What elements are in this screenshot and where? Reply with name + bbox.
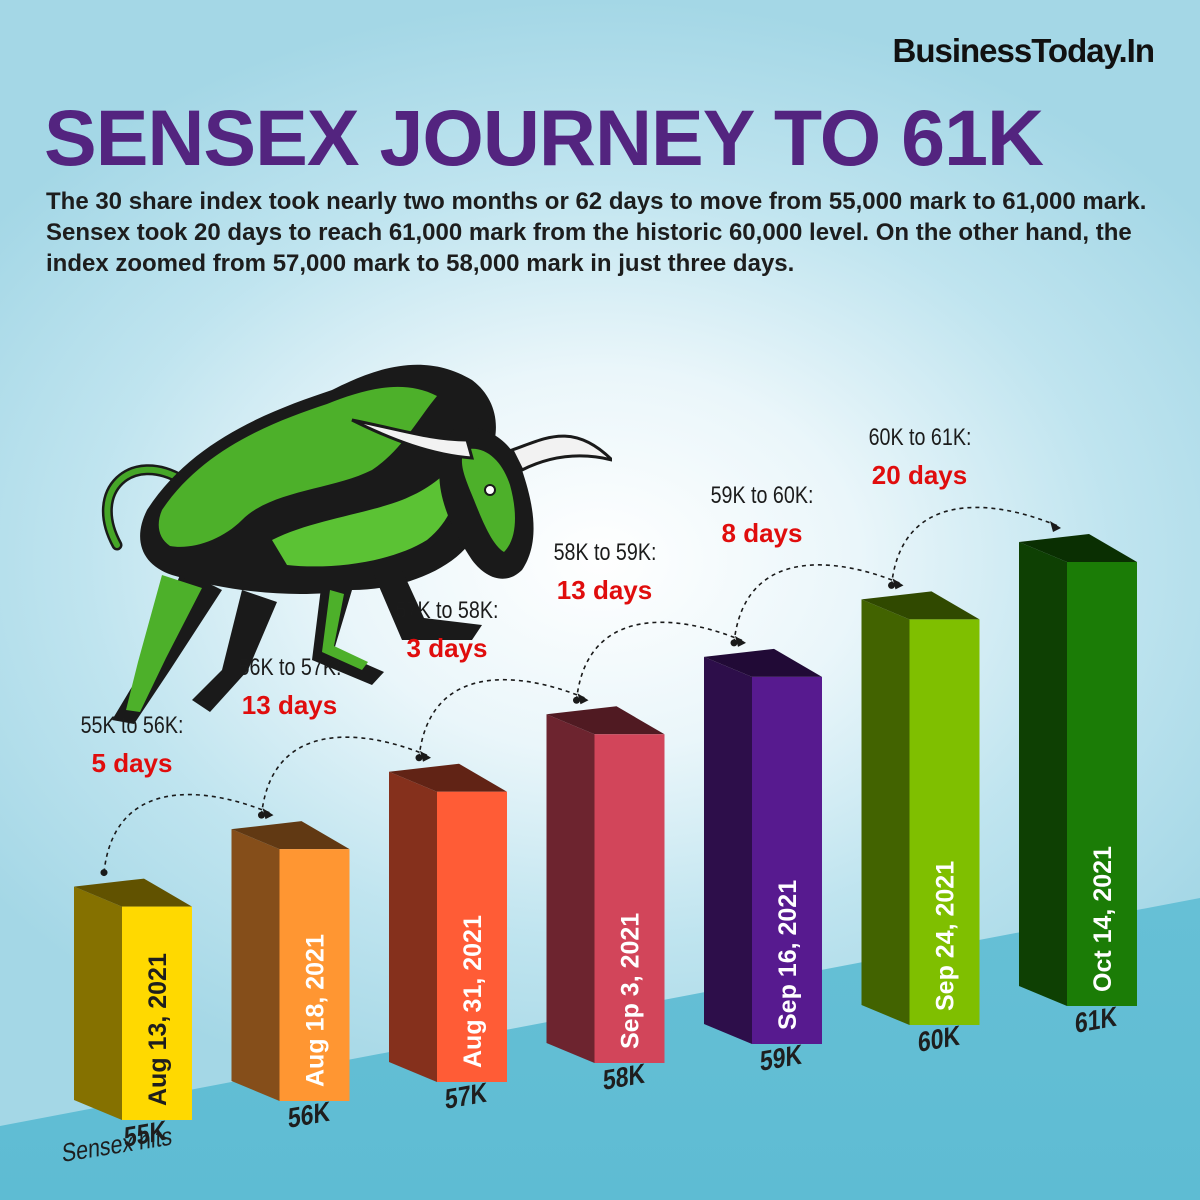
- stage-label: 58K to 59K: 13 days: [505, 539, 705, 606]
- stage-range: 59K to 60K:: [710, 481, 814, 509]
- bar-side-2: [389, 771, 437, 1082]
- bar-top-1: [231, 821, 350, 850]
- bar-front-0: [122, 906, 192, 1120]
- stage-label: 59K to 60K: 8 days: [662, 482, 862, 549]
- arc-arrowhead: [892, 578, 904, 590]
- arc-dot: [415, 754, 423, 762]
- stage-days: 5 days: [91, 747, 173, 778]
- stage-arc: [260, 736, 429, 816]
- stage-days: 13 days: [556, 575, 653, 606]
- stage-days: 3 days: [406, 632, 488, 663]
- stage-days: 20 days: [871, 460, 968, 491]
- stage-label: 56K to 57K: 13 days: [190, 654, 390, 721]
- bull-eye: [484, 484, 496, 496]
- stage-days: 8 days: [721, 517, 803, 548]
- bar-date-label: Aug 31, 2021: [459, 915, 487, 1068]
- arc-dot: [888, 581, 895, 589]
- stage-label: 57K to 58K: 3 days: [347, 597, 547, 664]
- arc-arrowhead: [262, 808, 274, 820]
- bar-top-5: [861, 591, 980, 620]
- stage-range: 60K to 61K:: [868, 424, 971, 452]
- bar-date-label: Aug 18, 2021: [302, 934, 330, 1087]
- arc-dot: [730, 639, 738, 647]
- bar-side-4: [704, 656, 752, 1044]
- bull-illustration: [101, 364, 612, 724]
- bull-front-leg: [372, 570, 482, 640]
- arc-dot: [258, 811, 265, 819]
- stage-range: 56K to 57K:: [238, 654, 341, 682]
- bar-date-label: Sep 3, 2021: [617, 913, 645, 1049]
- stage-arc: [733, 564, 901, 643]
- bar-side-1: [231, 829, 280, 1101]
- stage-range: 58K to 59K:: [553, 539, 656, 567]
- stage-arc: [890, 506, 1059, 586]
- bar-front-4: [752, 676, 822, 1044]
- bar-side-3: [546, 714, 595, 1063]
- bar-date-label: Aug 13, 2021: [144, 953, 172, 1106]
- bull-horn: [351, 418, 475, 460]
- bar-side-0: [74, 886, 122, 1120]
- bar-side-6: [1019, 542, 1067, 1006]
- arc-arrowhead: [420, 750, 431, 762]
- bar-date-label: Sep 24, 2021: [932, 861, 960, 1011]
- bar-front-5: [909, 619, 980, 1025]
- bar-front-1: [279, 849, 350, 1101]
- brand-logo: BusinessToday.In: [892, 32, 1155, 69]
- stage-label: 55K to 56K: 5 days: [32, 712, 232, 779]
- bar-front-2: [437, 791, 507, 1082]
- arc-arrowhead: [735, 635, 746, 647]
- bar-front-6: [1067, 562, 1137, 1006]
- arc-dot: [100, 869, 108, 877]
- bar-date-label: Sep 16, 2021: [774, 880, 802, 1030]
- stage-label: 60K to 61K: 20 days: [820, 424, 1020, 491]
- stage-range: 57K to 58K:: [395, 596, 499, 624]
- bar-top-2: [389, 763, 507, 792]
- stage-arc: [418, 679, 586, 758]
- page-title: SENSEX JOURNEY TO 61K: [44, 93, 1044, 182]
- intro-paragraph: The 30 share index took nearly two month…: [46, 188, 1147, 277]
- stage-range: 55K to 56K:: [80, 711, 184, 739]
- arc-arrowhead: [1050, 521, 1061, 532]
- arc-arrowhead: [577, 693, 589, 705]
- bar-front-3: [594, 734, 665, 1063]
- bar-top-0: [74, 878, 192, 907]
- bar-top-3: [546, 706, 665, 735]
- arc-dot: [573, 696, 580, 704]
- stage-days: 13 days: [241, 690, 338, 721]
- bar-side-5: [861, 599, 910, 1025]
- bar-top-6: [1019, 534, 1137, 562]
- stage-arc: [575, 621, 744, 701]
- bar-top-4: [704, 648, 822, 677]
- bar-date-label: Oct 14, 2021: [1089, 846, 1117, 992]
- stage-arc: [103, 793, 271, 873]
